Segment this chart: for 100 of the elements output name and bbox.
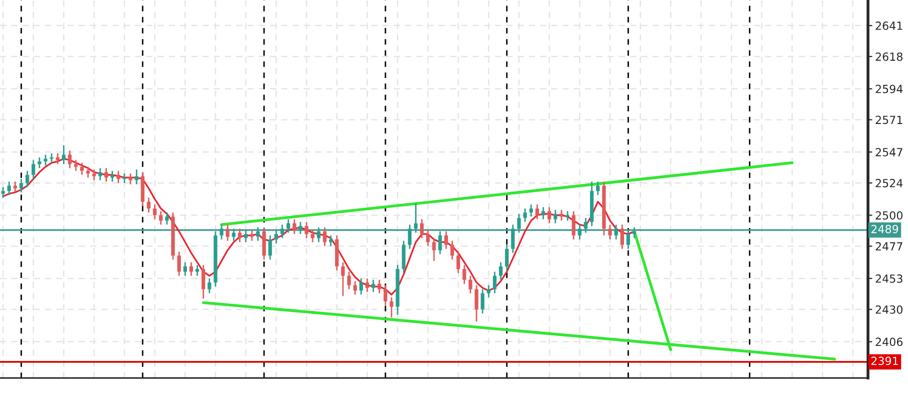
candlestick <box>541 206 546 220</box>
ref-line-label: 2489 <box>871 224 898 234</box>
candlestick <box>486 284 490 298</box>
candlestick <box>238 228 242 243</box>
candlestick <box>292 218 296 235</box>
candlestick <box>608 224 612 240</box>
candlestick <box>195 264 200 276</box>
candlestick <box>74 159 78 172</box>
candlestick <box>347 271 351 290</box>
candlestick <box>414 202 418 234</box>
candlestick <box>310 229 314 243</box>
candlestick <box>208 278 212 294</box>
candlestick <box>298 221 302 235</box>
candlestick <box>365 278 370 293</box>
candlestick <box>523 208 527 223</box>
candlestick <box>165 212 169 226</box>
candlestick <box>177 250 181 276</box>
candlestick <box>341 262 345 297</box>
candlestick <box>13 180 17 194</box>
candlestick <box>572 210 576 240</box>
candlestick <box>535 204 540 220</box>
candlestick <box>450 240 454 260</box>
candlestick <box>456 250 460 274</box>
candlestick <box>378 279 382 294</box>
candlestick <box>511 224 515 254</box>
candlestick <box>25 170 30 188</box>
y-tick-label: 2641 <box>876 22 902 30</box>
candlestick <box>322 226 327 247</box>
candlestick <box>286 218 290 234</box>
candlestick <box>183 262 187 276</box>
candlestick <box>80 162 84 176</box>
candlestick <box>505 244 509 272</box>
candlestick <box>529 204 533 218</box>
candlestick <box>474 284 478 322</box>
y-tick-label: 2477 <box>876 242 902 250</box>
y-tick-label: 2547 <box>876 148 902 156</box>
candlestick <box>146 197 151 214</box>
candlestick <box>244 229 248 243</box>
candlestick <box>420 218 424 239</box>
candlestick <box>220 224 224 240</box>
candlestick <box>554 209 558 224</box>
y-tick-label: 2618 <box>876 52 902 61</box>
y-tick-label: 2594 <box>876 84 903 94</box>
candlestick <box>517 213 521 234</box>
candlestick <box>353 280 357 296</box>
candlestick <box>548 206 552 224</box>
candlestick <box>432 237 436 262</box>
y-tick-label: 2406 <box>876 338 903 346</box>
candlestick <box>626 229 630 250</box>
candlestick <box>408 224 412 250</box>
candlestick <box>426 229 430 247</box>
candlestick <box>110 170 114 182</box>
candlestick <box>390 296 394 318</box>
candlestick <box>86 166 90 178</box>
candlestick <box>19 178 24 194</box>
candlestick <box>274 229 278 244</box>
candlestick <box>44 154 48 166</box>
candlestick <box>316 226 320 243</box>
y-tick-label: 2524 <box>876 178 903 188</box>
candlestick <box>152 204 157 220</box>
candlestick <box>371 279 376 293</box>
candlestick <box>159 210 163 226</box>
candlestick <box>232 228 236 242</box>
candlestick <box>68 150 72 169</box>
candlestick <box>98 167 102 181</box>
candlestick <box>92 168 96 181</box>
y-tick-label: 2500 <box>876 211 902 220</box>
candlestick <box>632 226 636 239</box>
candlestick <box>438 230 442 255</box>
candlestick <box>468 275 472 294</box>
candlestick <box>614 224 618 240</box>
y-tick-label: 2453 <box>876 274 902 283</box>
candlestick <box>560 209 564 222</box>
candlestick <box>596 180 600 196</box>
ref-line-label: 2391 <box>871 356 898 366</box>
candlestick <box>566 210 570 222</box>
candlestick <box>280 224 284 239</box>
candlestick <box>122 172 126 184</box>
candlestick <box>304 221 308 239</box>
candlestick <box>359 278 363 296</box>
candlestick <box>62 144 66 165</box>
candlestick <box>578 224 582 240</box>
candlestick <box>116 170 120 184</box>
candlestick <box>56 152 60 165</box>
candlestick <box>492 271 497 294</box>
candlestick <box>38 156 42 169</box>
candlestick <box>480 288 484 314</box>
candlestick <box>226 224 230 242</box>
candlestick <box>256 226 260 242</box>
candlestick <box>189 262 194 276</box>
candlestick <box>202 264 206 300</box>
candlestick <box>1 186 5 198</box>
candlestick <box>104 167 108 182</box>
candlestick <box>7 180 11 196</box>
candlestick <box>328 234 333 247</box>
candlestick <box>134 168 138 185</box>
candlestick <box>620 224 624 250</box>
candlestick <box>268 234 272 260</box>
y-tick-label: 2571 <box>876 116 902 124</box>
candlestick <box>462 264 466 285</box>
